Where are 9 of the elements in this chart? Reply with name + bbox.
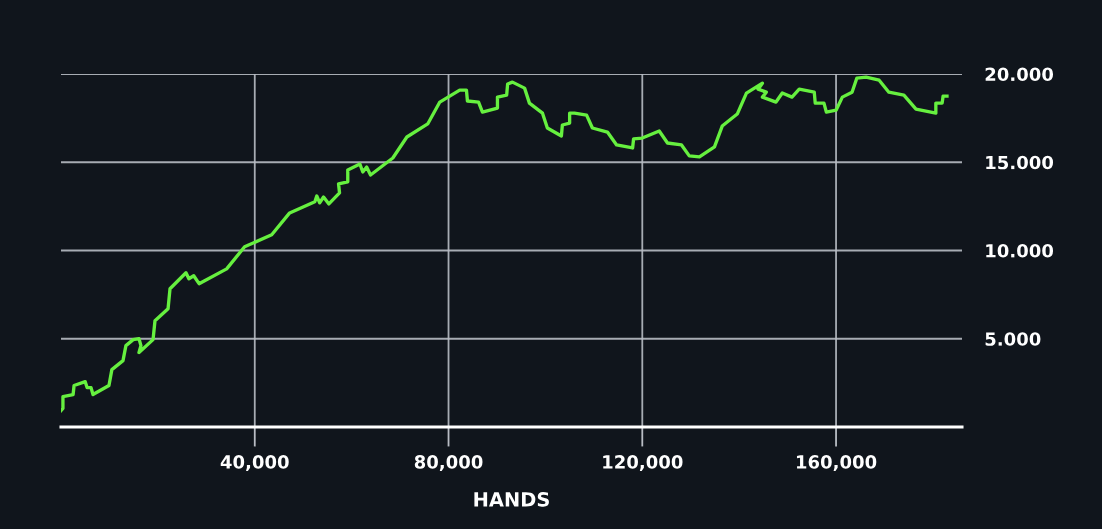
y-tick-label: 20.000: [985, 67, 1054, 82]
y-tick-label: 5.000: [985, 332, 1041, 346]
x-tick-label: 160,000: [796, 455, 877, 472]
y-tick-label: 10.000: [986, 243, 1054, 258]
x-tick-label: 80,000: [414, 455, 483, 472]
x-axis-title: HANDS: [474, 492, 549, 507]
x-tick-label: 120,000: [603, 455, 683, 472]
x-tick-label: 40,000: [220, 455, 289, 472]
y-tick-label: 15.000: [986, 155, 1054, 170]
